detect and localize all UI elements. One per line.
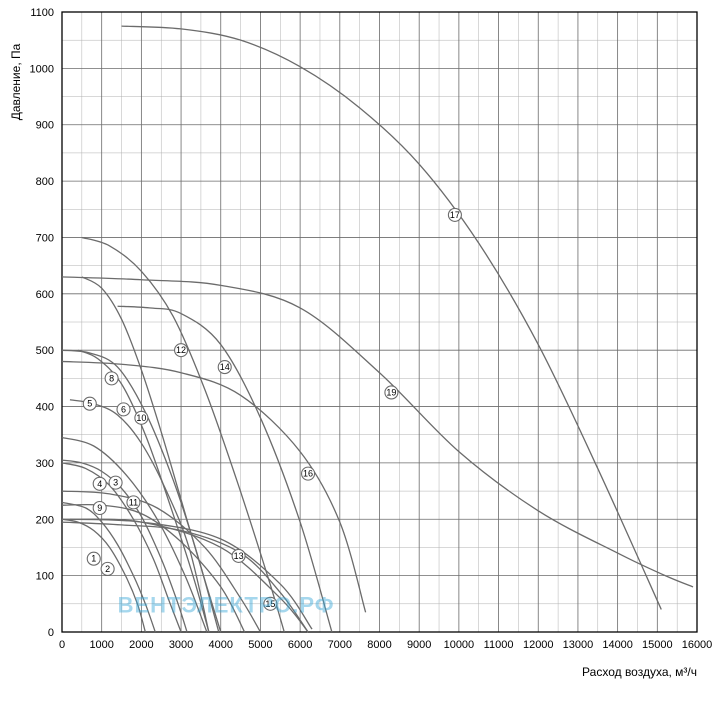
svg-text:900: 900: [36, 120, 54, 132]
curve-marker-10: 10: [135, 411, 148, 424]
svg-text:10: 10: [136, 413, 146, 423]
svg-text:11: 11: [129, 497, 138, 507]
curve-marker-14: 14: [218, 361, 231, 374]
curve-marker-1: 1: [87, 552, 100, 565]
curves-group: [62, 26, 693, 632]
curve-marker-3: 3: [109, 476, 122, 489]
curve-19: [62, 277, 693, 587]
y-axis-ticks: 0 100 200 300 400 500 600 700 800 900 1000 1100: [30, 7, 54, 639]
svg-text:8000: 8000: [367, 639, 391, 651]
svg-text:13000: 13000: [563, 639, 594, 651]
svg-text:2000: 2000: [129, 639, 153, 651]
svg-text:1: 1: [91, 554, 96, 564]
svg-text:800: 800: [36, 176, 54, 188]
svg-text:9: 9: [97, 503, 102, 513]
svg-text:100: 100: [36, 571, 54, 583]
svg-text:9000: 9000: [407, 639, 431, 651]
curve-marker-11: 11: [127, 496, 140, 509]
curve-marker-12: 12: [175, 344, 188, 357]
curve-markers: 12345689101112131415161719: [83, 208, 461, 610]
svg-text:4: 4: [97, 479, 102, 489]
svg-text:700: 700: [36, 232, 54, 244]
svg-text:12: 12: [176, 345, 186, 355]
curve-marker-4: 4: [93, 477, 106, 490]
svg-text:6000: 6000: [288, 639, 312, 651]
svg-text:1000: 1000: [89, 639, 113, 651]
svg-text:300: 300: [36, 458, 54, 470]
svg-text:4000: 4000: [209, 639, 233, 651]
svg-text:1100: 1100: [30, 7, 54, 19]
curve-marker-5: 5: [83, 397, 96, 410]
x-axis-ticks: 0 1000 2000 3000 4000 5000 6000 7000 8000 9000 100…: [59, 639, 712, 651]
curve-marker-2: 2: [101, 562, 114, 575]
svg-text:11000: 11000: [484, 639, 514, 651]
svg-text:10000: 10000: [444, 639, 475, 651]
y-axis-label: Давление, Па: [9, 43, 23, 120]
svg-text:5: 5: [87, 399, 92, 409]
svg-text:12000: 12000: [523, 639, 554, 651]
curve-marker-19: 19: [385, 386, 398, 399]
svg-text:8: 8: [109, 373, 114, 383]
svg-text:14: 14: [220, 362, 230, 372]
svg-text:6: 6: [121, 404, 126, 414]
svg-text:13: 13: [234, 551, 244, 561]
svg-text:0: 0: [59, 639, 65, 651]
svg-text:200: 200: [36, 514, 54, 526]
curve-10: [82, 277, 221, 632]
fan-curves-chart: 12345689101112131415161719 ВЕНТЭЛЕКТРО.Р…: [0, 0, 723, 708]
curve-17: [122, 26, 662, 609]
curve-marker-13: 13: [232, 549, 245, 562]
svg-text:15000: 15000: [642, 639, 673, 651]
curve-marker-8: 8: [105, 372, 118, 385]
svg-text:600: 600: [36, 289, 54, 301]
svg-text:500: 500: [36, 345, 54, 357]
svg-text:400: 400: [36, 402, 54, 414]
curve-marker-9: 9: [93, 502, 106, 515]
svg-text:3: 3: [113, 478, 118, 488]
svg-text:17: 17: [450, 210, 460, 220]
svg-text:3000: 3000: [169, 639, 193, 651]
svg-text:16: 16: [303, 469, 313, 479]
x-axis-label: Расход воздуха, м³/ч: [582, 665, 697, 679]
svg-text:16000: 16000: [682, 639, 713, 651]
svg-text:1000: 1000: [30, 63, 54, 75]
svg-text:0: 0: [48, 627, 54, 639]
curve-marker-17: 17: [448, 208, 461, 221]
watermark-text: ВЕНТЭЛЕКТРО.РФ: [118, 592, 335, 617]
curve-marker-16: 16: [302, 467, 315, 480]
curve-marker-6: 6: [117, 403, 130, 416]
svg-text:19: 19: [386, 387, 396, 397]
svg-text:2: 2: [105, 564, 110, 574]
svg-text:5000: 5000: [248, 639, 272, 651]
svg-text:7000: 7000: [328, 639, 352, 651]
svg-text:14000: 14000: [602, 639, 633, 651]
